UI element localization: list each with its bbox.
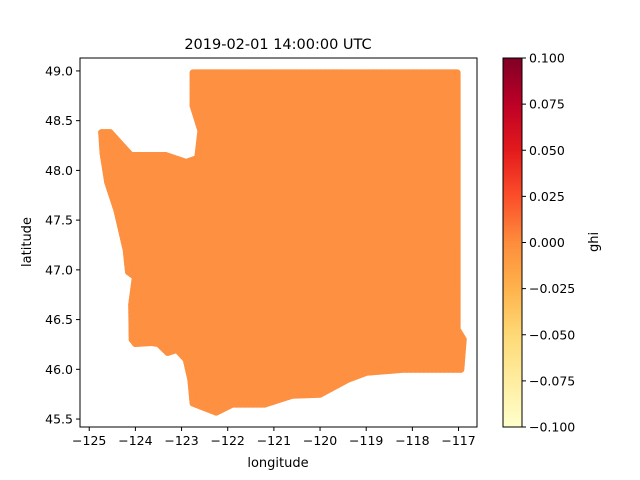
y-tick-label: 47.5 [45,213,73,228]
x-tick-label: −118 [395,433,429,448]
y-tick-label: 46.0 [45,362,73,377]
colorbar-label: ghi [587,232,602,252]
colorbar-gradient [503,58,522,427]
colorbar-tick-label: 0.100 [529,51,565,66]
y-tick-label: 47.0 [45,262,73,277]
y-tick-label: 45.5 [45,412,73,427]
axes-frame [79,57,478,428]
data-region-fill [98,69,467,416]
y-axis-ticks: 45.5 46.0 46.5 47.0 47.5 48.0 48.5 49.0 [45,63,80,427]
data-points [98,69,467,416]
chart-title: 2019-02-01 14:00:00 UTC [184,37,371,53]
x-axis-ticks: −125 −124 −123 −122 −121 −120 −119 −118 −117 [72,427,476,448]
colorbar-tick-label: 0.025 [529,189,565,204]
colorbar: 0.100 0.075 0.050 0.025 0.000 −0.025 −0.050 −0.… [502,51,602,435]
colorbar-tick-label: 0.075 [529,97,565,112]
y-tick-label: 48.5 [45,113,73,128]
colorbar-tick-label: 0.000 [529,235,565,250]
x-axis-label: longitude [247,456,308,471]
x-tick-label: −124 [118,433,152,448]
colorbar-tick-label: −0.075 [529,373,575,388]
x-tick-label: −119 [349,433,383,448]
x-tick-label: −120 [303,433,337,448]
y-tick-label: 48.0 [45,163,73,178]
plot-area [98,69,467,416]
y-axis-label: latitude [20,217,35,267]
y-tick-label: 46.5 [45,312,73,327]
colorbar-tick-label: −0.025 [529,281,575,296]
x-tick-label: −122 [211,433,245,448]
data-point [193,69,201,77]
x-tick-label: −123 [164,433,198,448]
x-tick-label: −117 [441,433,475,448]
x-tick-label: −125 [72,433,106,448]
colorbar-ticks: 0.100 0.075 0.050 0.025 0.000 −0.025 −0.050 −0.… [522,51,575,435]
y-tick-label: 49.0 [45,63,73,78]
colorbar-tick-label: −0.050 [529,327,575,342]
colorbar-tick-label: 0.050 [529,143,565,158]
x-tick-label: −121 [257,433,291,448]
colorbar-tick-label: −0.100 [529,420,575,435]
